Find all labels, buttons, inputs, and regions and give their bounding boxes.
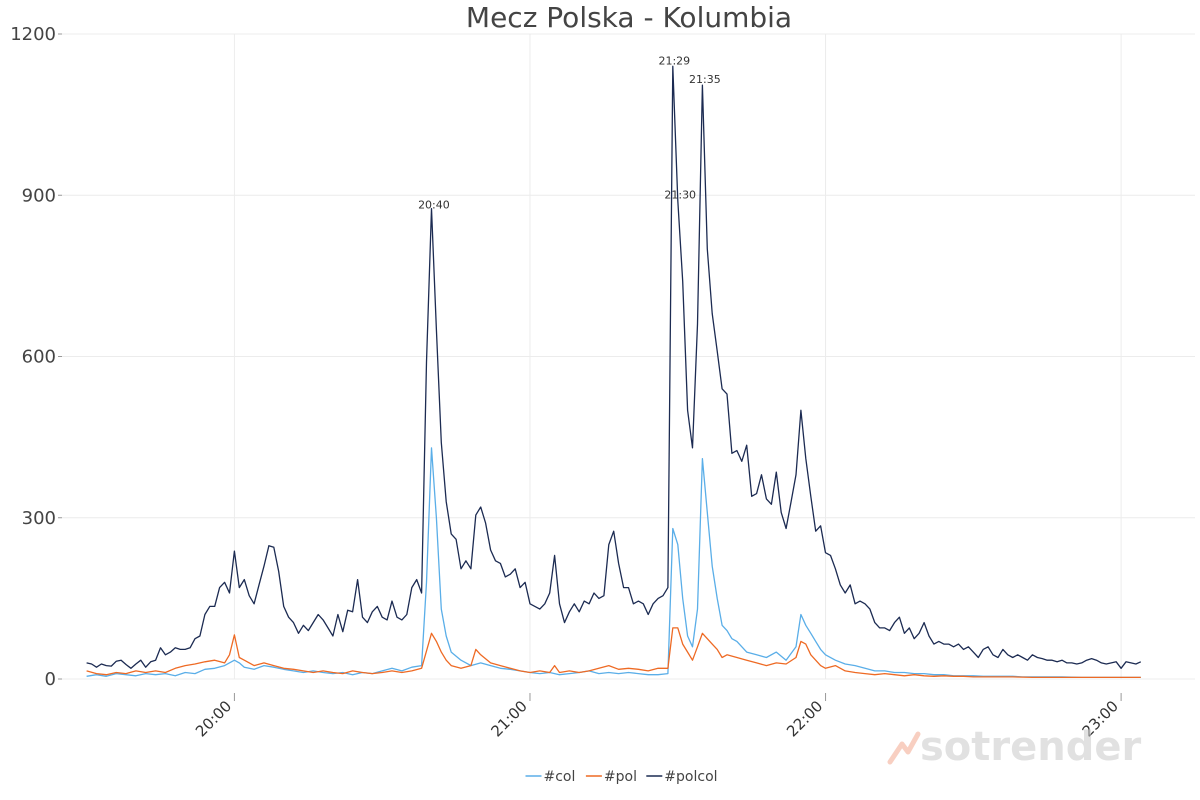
legend-label: #polcol [664,769,717,785]
series-line-pol [86,627,1141,679]
series [86,65,1142,679]
y-tick-label: 1200 [10,24,56,45]
watermark-text: sotrender [920,724,1142,770]
peak-annotation: 21:35 [689,73,721,86]
peak-annotation: 21:29 [658,54,690,67]
x-tick-label: 21:00 [488,697,531,740]
peak-annotation: 21:30 [664,189,696,202]
y-tick-label: 600 [22,347,56,368]
legend-label: #col [544,769,576,785]
x-tick-label: 22:00 [783,697,826,740]
x-tick-label: 20:00 [192,697,235,740]
legend-item-polcol[interactable]: #polcol [646,769,718,785]
y-tick-label: 900 [22,185,56,206]
series-line-col [86,447,1141,679]
chart-title: Mecz Polska - Kolumbia [466,1,792,34]
y-axis: 0 300 600 900 1200 [10,24,62,690]
legend: #col #pol #polcol [525,769,718,785]
y-tick-label: 0 [45,669,56,690]
annotations: 20:40 21:29 21:30 21:35 [418,54,721,211]
legend-item-pol[interactable]: #pol [585,769,637,785]
sotrender-logo-icon [887,731,921,765]
gridlines [62,33,1195,680]
series-line-polcol [86,65,1142,669]
sotrender-watermark: sotrender [887,724,1142,770]
legend-label: #pol [604,769,637,785]
legend-item-col[interactable]: #col [525,769,576,785]
y-tick-label: 300 [22,508,56,529]
peak-annotation: 20:40 [418,198,450,211]
